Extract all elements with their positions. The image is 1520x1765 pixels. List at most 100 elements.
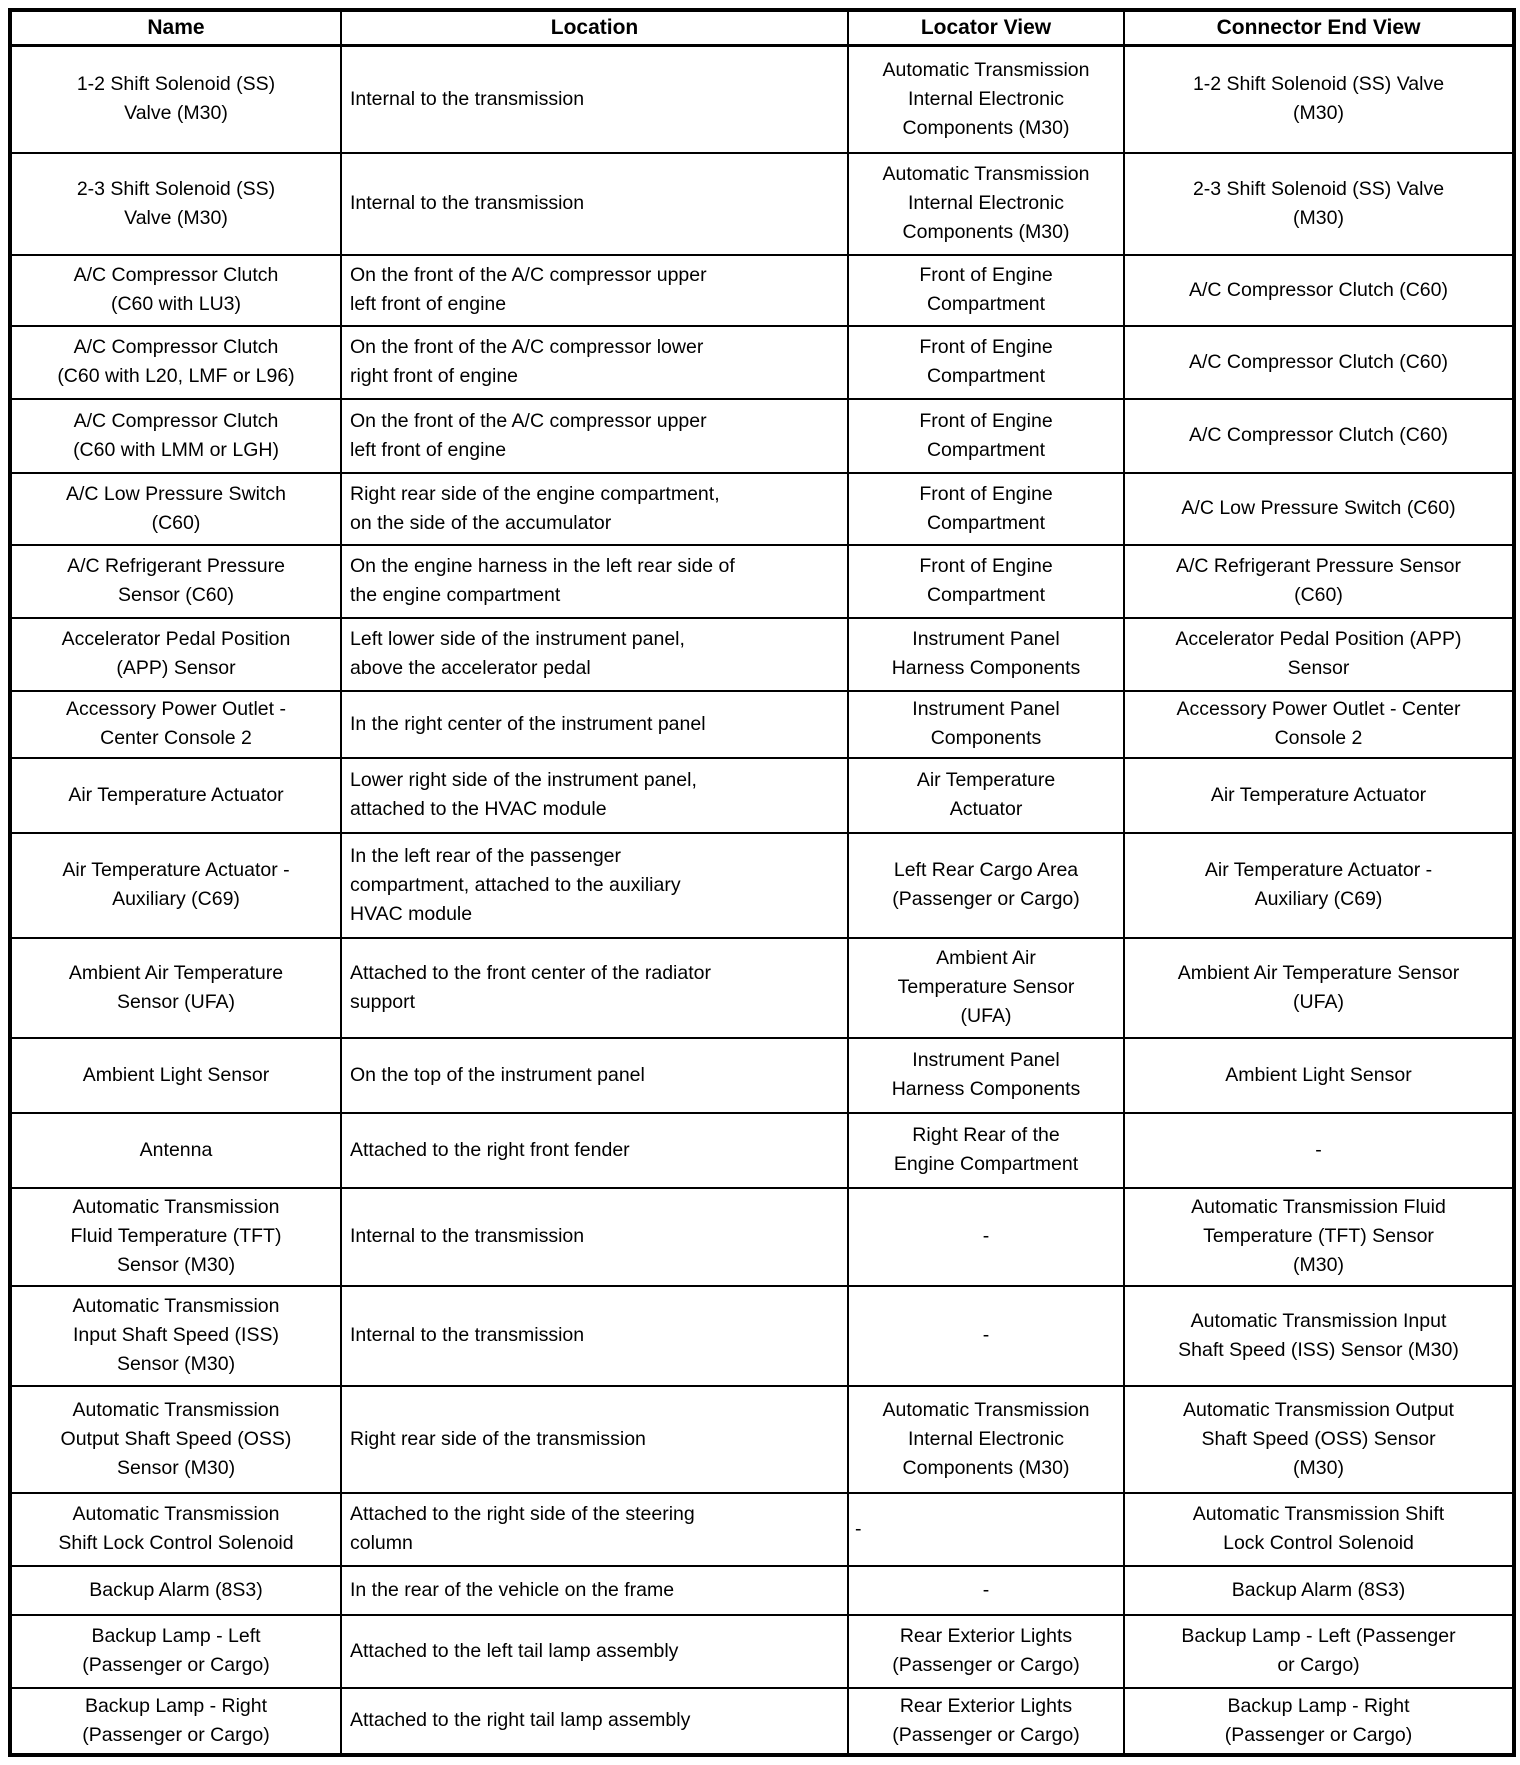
cell-connector-end-view: 1-2 Shift Solenoid (SS) Valve (M30) [1123, 44, 1515, 154]
cell-locator-view: Instrument Panel Components [847, 689, 1125, 759]
table-row: Backup Lamp - Left (Passenger or Cargo) A… [9, 1613, 1515, 1689]
cell-connector-end-view: 2-3 Shift Solenoid (SS) Valve (M30) [1123, 151, 1515, 256]
cell-locator-view: Rear Exterior Lights (Passenger or Cargo… [847, 1613, 1125, 1689]
cell-location: Internal to the transmission [340, 44, 849, 154]
cell-name: A/C Refrigerant Pressure Sensor (C60) [9, 543, 342, 619]
cell-locator-view: Automatic Transmission Internal Electron… [847, 151, 1125, 256]
cell-connector-end-view: Backup Lamp - Left (Passenger or Cargo) [1123, 1613, 1515, 1689]
cell-location: On the front of the A/C compressor upper… [340, 253, 849, 327]
cell-connector-end-view: A/C Refrigerant Pressure Sensor (C60) [1123, 543, 1515, 619]
cell-locator-view: Front of Engine Compartment [847, 253, 1125, 327]
cell-name: Backup Lamp - Left (Passenger or Cargo) [9, 1613, 342, 1689]
cell-connector-end-view: Accessory Power Outlet - Center Console … [1123, 689, 1515, 759]
table-row: A/C Low Pressure Switch (C60) Right rear … [9, 471, 1515, 546]
table-row: Automatic Transmission Output Shaft Spee… [9, 1384, 1515, 1494]
table-row: A/C Refrigerant Pressure Sensor (C60) On … [9, 543, 1515, 619]
cell-name: Automatic Transmission Shift Lock Contro… [9, 1491, 342, 1567]
table-row: Accessory Power Outlet - Center Console … [9, 689, 1515, 759]
cell-name: Automatic Transmission Output Shaft Spee… [9, 1384, 342, 1494]
cell-connector-end-view: Automatic Transmission Fluid Temperature… [1123, 1186, 1515, 1287]
cell-name: Backup Lamp - Right (Passenger or Cargo) [9, 1686, 342, 1756]
cell-location: Internal to the transmission [340, 1186, 849, 1287]
cell-connector-end-view: Automatic Transmission Shift Lock Contro… [1123, 1491, 1515, 1567]
cell-name: Accessory Power Outlet - Center Console … [9, 689, 342, 759]
cell-location: Left lower side of the instrument panel,… [340, 616, 849, 692]
cell-connector-end-view: A/C Compressor Clutch (C60) [1123, 253, 1515, 327]
cell-connector-end-view: Air Temperature Actuator [1123, 756, 1515, 834]
cell-connector-end-view: - [1123, 1111, 1515, 1189]
column-header-name: Name [9, 9, 342, 47]
cell-location: Lower right side of the instrument panel… [340, 756, 849, 834]
cell-location: Attached to the front center of the radi… [340, 936, 849, 1039]
cell-connector-end-view: Ambient Light Sensor [1123, 1036, 1515, 1114]
cell-connector-end-view: Backup Alarm (8S3) [1123, 1564, 1515, 1616]
cell-location: On the front of the A/C compressor upper… [340, 397, 849, 474]
cell-locator-view: Front of Engine Compartment [847, 543, 1125, 619]
cell-locator-view: Ambient Air Temperature Sensor (UFA) [847, 936, 1125, 1039]
cell-name: 2-3 Shift Solenoid (SS) Valve (M30) [9, 151, 342, 256]
cell-connector-end-view: A/C Low Pressure Switch (C60) [1123, 471, 1515, 546]
cell-locator-view: Right Rear of the Engine Compartment [847, 1111, 1125, 1189]
column-header-location: Location [340, 9, 849, 47]
cell-locator-view: Automatic Transmission Internal Electron… [847, 1384, 1125, 1494]
cell-locator-view: - [847, 1491, 1125, 1567]
cell-connector-end-view: Accelerator Pedal Position (APP) Sensor [1123, 616, 1515, 692]
table-row: Antenna Attached to the right front fende… [9, 1111, 1515, 1189]
cell-location: In the rear of the vehicle on the frame [340, 1564, 849, 1616]
table-row: Backup Alarm (8S3) In the rear of the veh… [9, 1564, 1515, 1616]
cell-location: Right rear side of the transmission [340, 1384, 849, 1494]
cell-name: Air Temperature Actuator - Auxiliary (C6… [9, 831, 342, 939]
cell-name: Air Temperature Actuator [9, 756, 342, 834]
cell-name: A/C Low Pressure Switch (C60) [9, 471, 342, 546]
cell-locator-view: Air Temperature Actuator [847, 756, 1125, 834]
cell-name: Antenna [9, 1111, 342, 1189]
cell-connector-end-view: Automatic Transmission Input Shaft Speed… [1123, 1284, 1515, 1387]
cell-location: In the left rear of the passenger compar… [340, 831, 849, 939]
cell-name: Automatic Transmission Input Shaft Speed… [9, 1284, 342, 1387]
table-row: Automatic Transmission Shift Lock Contro… [9, 1491, 1515, 1567]
cell-location: Attached to the right tail lamp assembly [340, 1686, 849, 1756]
cell-locator-view: Instrument Panel Harness Components [847, 1036, 1125, 1114]
cell-locator-view: Front of Engine Compartment [847, 397, 1125, 474]
table-row: A/C Compressor Clutch (C60 with LU3) On t… [9, 253, 1515, 327]
cell-locator-view: - [847, 1186, 1125, 1287]
table-row: A/C Compressor Clutch (C60 with LMM or L… [9, 397, 1515, 474]
column-header-locator-view: Locator View [847, 9, 1125, 47]
cell-name: A/C Compressor Clutch (C60 with LMM or L… [9, 397, 342, 474]
cell-location: On the top of the instrument panel [340, 1036, 849, 1114]
table-row: Air Temperature Actuator Lower right side… [9, 756, 1515, 834]
table-row: Backup Lamp - Right (Passenger or Cargo)… [9, 1686, 1515, 1756]
cell-name: Accelerator Pedal Position (APP) Sensor [9, 616, 342, 692]
table-row: Air Temperature Actuator - Auxiliary (C6… [9, 831, 1515, 939]
cell-locator-view: - [847, 1564, 1125, 1616]
cell-location: On the engine harness in the left rear s… [340, 543, 849, 619]
cell-connector-end-view: A/C Compressor Clutch (C60) [1123, 324, 1515, 400]
cell-connector-end-view: Air Temperature Actuator - Auxiliary (C6… [1123, 831, 1515, 939]
cell-name: Ambient Light Sensor [9, 1036, 342, 1114]
table-row: 1-2 Shift Solenoid (SS) Valve (M30) Inter… [9, 44, 1515, 154]
cell-location: On the front of the A/C compressor lower… [340, 324, 849, 400]
table-row: Ambient Air Temperature Sensor (UFA) Atta… [9, 936, 1515, 1039]
cell-connector-end-view: Backup Lamp - Right (Passenger or Cargo) [1123, 1686, 1515, 1756]
cell-name: 1-2 Shift Solenoid (SS) Valve (M30) [9, 44, 342, 154]
column-header-connector-end-view: Connector End View [1123, 9, 1515, 47]
cell-name: A/C Compressor Clutch (C60 with L20, LMF… [9, 324, 342, 400]
cell-location: Right rear side of the engine compartmen… [340, 471, 849, 546]
table-row: Accelerator Pedal Position (APP) Sensor L… [9, 616, 1515, 692]
cell-name: Automatic Transmission Fluid Temperature… [9, 1186, 342, 1287]
table-row: 2-3 Shift Solenoid (SS) Valve (M30) Inter… [9, 151, 1515, 256]
table-row: Automatic Transmission Input Shaft Speed… [9, 1284, 1515, 1387]
cell-connector-end-view: Automatic Transmission Output Shaft Spee… [1123, 1384, 1515, 1494]
cell-name: Ambient Air Temperature Sensor (UFA) [9, 936, 342, 1039]
cell-locator-view: Rear Exterior Lights (Passenger or Cargo… [847, 1686, 1125, 1756]
component-locator-table: Name Location Locator View Connector End… [8, 8, 1516, 1757]
cell-locator-view: Front of Engine Compartment [847, 471, 1125, 546]
cell-location: In the right center of the instrument pa… [340, 689, 849, 759]
table-row: Ambient Light Sensor On the top of the in… [9, 1036, 1515, 1114]
cell-location: Attached to the right side of the steeri… [340, 1491, 849, 1567]
cell-location: Internal to the transmission [340, 151, 849, 256]
table-row: Automatic Transmission Fluid Temperature… [9, 1186, 1515, 1287]
cell-locator-view: - [847, 1284, 1125, 1387]
cell-location: Attached to the left tail lamp assembly [340, 1613, 849, 1689]
cell-connector-end-view: Ambient Air Temperature Sensor (UFA) [1123, 936, 1515, 1039]
